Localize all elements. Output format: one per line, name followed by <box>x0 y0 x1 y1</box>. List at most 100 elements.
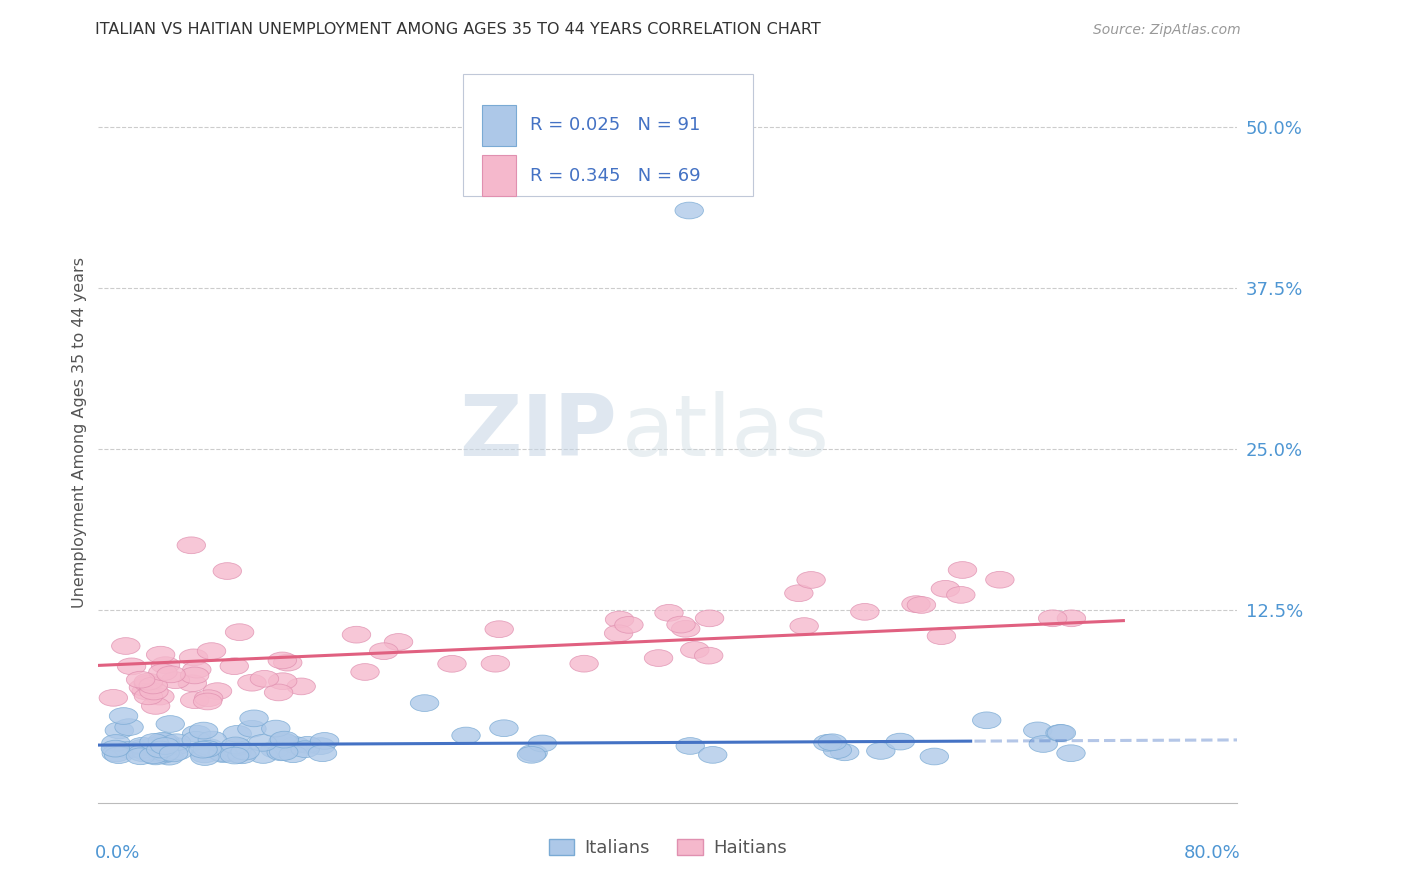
Ellipse shape <box>195 739 224 756</box>
Ellipse shape <box>281 737 309 754</box>
Ellipse shape <box>180 692 209 708</box>
Ellipse shape <box>655 605 683 621</box>
Ellipse shape <box>183 661 211 678</box>
Ellipse shape <box>128 745 156 762</box>
Ellipse shape <box>101 740 129 757</box>
Ellipse shape <box>270 731 298 748</box>
Ellipse shape <box>569 656 599 672</box>
Ellipse shape <box>1039 610 1067 627</box>
Ellipse shape <box>342 626 371 643</box>
Ellipse shape <box>219 657 249 674</box>
Ellipse shape <box>194 690 224 706</box>
Ellipse shape <box>308 745 336 762</box>
Ellipse shape <box>157 666 186 682</box>
Ellipse shape <box>114 741 143 758</box>
Ellipse shape <box>291 741 319 757</box>
Ellipse shape <box>269 673 297 690</box>
Ellipse shape <box>411 695 439 712</box>
Ellipse shape <box>267 744 295 761</box>
Ellipse shape <box>183 725 211 742</box>
Ellipse shape <box>696 610 724 627</box>
Ellipse shape <box>208 745 236 762</box>
Ellipse shape <box>148 747 177 764</box>
Ellipse shape <box>224 725 252 742</box>
Ellipse shape <box>481 656 509 672</box>
Ellipse shape <box>785 585 813 601</box>
Ellipse shape <box>190 723 218 739</box>
Ellipse shape <box>851 604 879 620</box>
Ellipse shape <box>517 747 546 764</box>
Ellipse shape <box>986 572 1014 588</box>
Ellipse shape <box>225 624 254 640</box>
Ellipse shape <box>204 682 232 699</box>
Bar <box>482 155 516 196</box>
Ellipse shape <box>866 742 896 759</box>
Ellipse shape <box>221 737 250 754</box>
Ellipse shape <box>156 715 184 732</box>
Ellipse shape <box>675 202 703 219</box>
Bar <box>482 105 516 145</box>
Ellipse shape <box>485 621 513 638</box>
Ellipse shape <box>134 673 163 690</box>
Ellipse shape <box>103 745 131 762</box>
Ellipse shape <box>198 731 226 748</box>
Ellipse shape <box>901 596 931 613</box>
Ellipse shape <box>128 738 156 754</box>
Text: Source: ZipAtlas.com: Source: ZipAtlas.com <box>1092 22 1240 37</box>
Ellipse shape <box>1057 745 1085 762</box>
Ellipse shape <box>384 633 413 650</box>
Ellipse shape <box>238 721 266 737</box>
Ellipse shape <box>886 733 914 750</box>
Ellipse shape <box>191 748 219 765</box>
Ellipse shape <box>350 664 380 681</box>
Ellipse shape <box>292 737 322 753</box>
Ellipse shape <box>110 707 138 724</box>
Ellipse shape <box>973 712 1001 729</box>
Ellipse shape <box>271 734 299 751</box>
Ellipse shape <box>127 747 155 764</box>
Ellipse shape <box>150 745 180 762</box>
Ellipse shape <box>139 733 169 750</box>
Ellipse shape <box>1047 724 1076 741</box>
Ellipse shape <box>139 747 167 764</box>
Text: R = 0.025   N = 91: R = 0.025 N = 91 <box>530 116 700 135</box>
Ellipse shape <box>666 616 695 633</box>
Ellipse shape <box>101 735 131 751</box>
Ellipse shape <box>111 638 141 655</box>
Ellipse shape <box>818 734 846 751</box>
Ellipse shape <box>823 741 852 758</box>
Ellipse shape <box>519 745 547 762</box>
Ellipse shape <box>370 643 398 659</box>
Ellipse shape <box>676 738 704 755</box>
Ellipse shape <box>177 537 205 554</box>
Ellipse shape <box>614 616 643 633</box>
Ellipse shape <box>146 647 174 663</box>
Ellipse shape <box>307 738 335 755</box>
Ellipse shape <box>927 628 956 645</box>
Ellipse shape <box>152 657 180 673</box>
Ellipse shape <box>262 720 290 737</box>
Ellipse shape <box>946 587 974 603</box>
Ellipse shape <box>127 741 156 758</box>
Ellipse shape <box>103 740 131 757</box>
Ellipse shape <box>224 739 252 756</box>
Ellipse shape <box>129 679 157 696</box>
Ellipse shape <box>287 678 315 695</box>
Ellipse shape <box>699 747 727 764</box>
Ellipse shape <box>180 667 209 684</box>
Ellipse shape <box>162 672 190 689</box>
Ellipse shape <box>814 734 842 751</box>
Ellipse shape <box>437 656 467 673</box>
Ellipse shape <box>149 664 177 681</box>
Ellipse shape <box>228 747 256 764</box>
Ellipse shape <box>117 658 146 674</box>
Ellipse shape <box>152 736 180 753</box>
Ellipse shape <box>681 641 709 658</box>
Ellipse shape <box>214 563 242 580</box>
Ellipse shape <box>264 684 292 701</box>
Ellipse shape <box>907 597 935 614</box>
Ellipse shape <box>222 746 250 763</box>
Ellipse shape <box>146 689 174 705</box>
Ellipse shape <box>931 581 960 597</box>
Text: 0.0%: 0.0% <box>96 844 141 862</box>
